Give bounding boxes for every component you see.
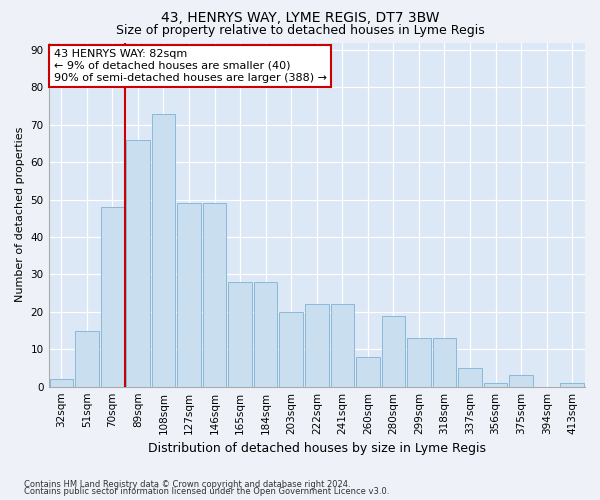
Bar	[331, 304, 354, 386]
Bar	[75, 330, 98, 386]
Bar	[382, 316, 405, 386]
Bar	[126, 140, 150, 386]
Bar	[229, 282, 252, 387]
Bar	[458, 368, 482, 386]
Bar	[407, 338, 431, 386]
Y-axis label: Number of detached properties: Number of detached properties	[15, 127, 25, 302]
Bar	[101, 207, 124, 386]
Bar	[50, 379, 73, 386]
Text: 43, HENRYS WAY, LYME REGIS, DT7 3BW: 43, HENRYS WAY, LYME REGIS, DT7 3BW	[161, 11, 439, 25]
Bar	[356, 357, 380, 386]
Text: Size of property relative to detached houses in Lyme Regis: Size of property relative to detached ho…	[116, 24, 484, 37]
Text: 43 HENRYS WAY: 82sqm
← 9% of detached houses are smaller (40)
90% of semi-detach: 43 HENRYS WAY: 82sqm ← 9% of detached ho…	[54, 50, 327, 82]
Text: Contains public sector information licensed under the Open Government Licence v3: Contains public sector information licen…	[24, 487, 389, 496]
Bar	[509, 376, 533, 386]
Bar	[305, 304, 329, 386]
Bar	[280, 312, 303, 386]
Bar	[560, 383, 584, 386]
Bar	[177, 204, 201, 386]
Bar	[254, 282, 277, 387]
Bar	[203, 204, 226, 386]
Bar	[152, 114, 175, 386]
Bar	[484, 383, 508, 386]
Bar	[433, 338, 456, 386]
Text: Contains HM Land Registry data © Crown copyright and database right 2024.: Contains HM Land Registry data © Crown c…	[24, 480, 350, 489]
X-axis label: Distribution of detached houses by size in Lyme Regis: Distribution of detached houses by size …	[148, 442, 486, 455]
